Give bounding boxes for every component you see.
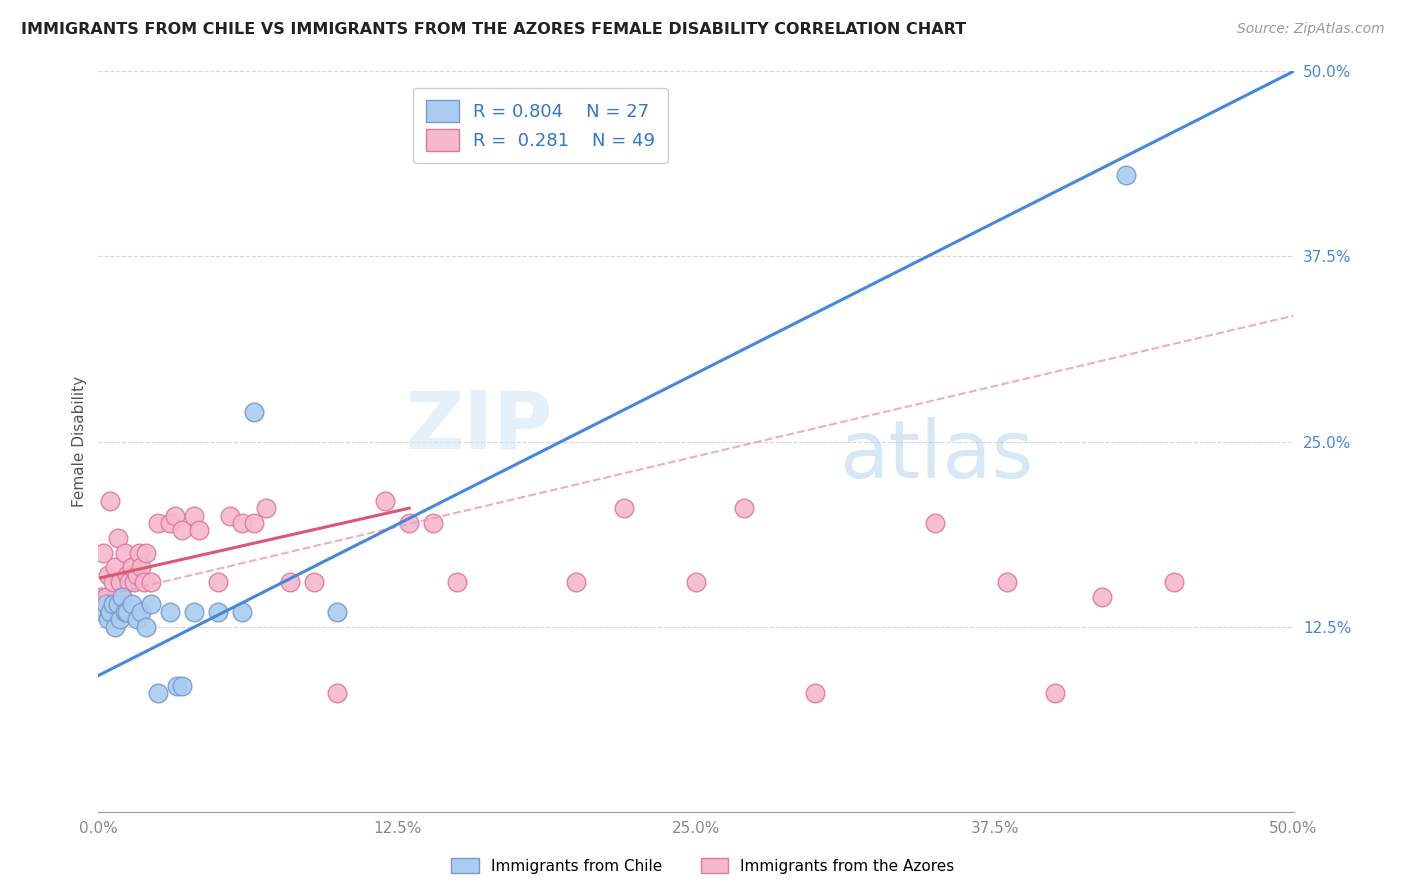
- Point: [94, 590, 117, 604]
- Point: [278, 575, 301, 590]
- Point: [422, 516, 444, 530]
- Point: [139, 575, 162, 590]
- Point: [101, 575, 124, 590]
- Point: [131, 560, 153, 574]
- Point: [111, 590, 134, 604]
- Point: [104, 619, 127, 633]
- Point: [97, 612, 120, 626]
- Point: [135, 619, 157, 633]
- Point: [254, 501, 277, 516]
- Point: [231, 516, 253, 530]
- Point: [91, 546, 114, 560]
- Point: [94, 598, 117, 612]
- Point: [107, 531, 129, 545]
- Point: [326, 605, 349, 619]
- Point: [148, 686, 170, 700]
- Legend: R = 0.804    N = 27, R =  0.281    N = 49: R = 0.804 N = 27, R = 0.281 N = 49: [413, 87, 668, 163]
- Point: [1115, 168, 1137, 182]
- Text: Source: ZipAtlas.com: Source: ZipAtlas.com: [1237, 22, 1385, 37]
- Point: [118, 575, 141, 590]
- Point: [131, 605, 153, 619]
- Point: [374, 493, 396, 508]
- Point: [172, 524, 194, 538]
- Point: [132, 575, 155, 590]
- Point: [111, 590, 134, 604]
- Point: [98, 605, 122, 619]
- Point: [163, 508, 186, 523]
- Legend: Immigrants from Chile, Immigrants from the Azores: Immigrants from Chile, Immigrants from t…: [446, 852, 960, 880]
- Point: [1091, 590, 1114, 604]
- Point: [90, 590, 112, 604]
- Point: [125, 567, 148, 582]
- Point: [166, 679, 188, 693]
- Point: [159, 605, 181, 619]
- Point: [1163, 575, 1185, 590]
- Text: ZIP: ZIP: [405, 388, 553, 466]
- Point: [183, 508, 205, 523]
- Point: [446, 575, 468, 590]
- Point: [924, 516, 946, 530]
- Point: [104, 560, 127, 574]
- Point: [207, 575, 229, 590]
- Y-axis label: Female Disability: Female Disability: [72, 376, 87, 508]
- Text: atlas: atlas: [839, 417, 1033, 495]
- Point: [108, 575, 131, 590]
- Point: [995, 575, 1018, 590]
- Point: [398, 516, 420, 530]
- Point: [114, 605, 136, 619]
- Point: [1043, 686, 1066, 700]
- Point: [685, 575, 707, 590]
- Point: [98, 493, 122, 508]
- Point: [183, 605, 205, 619]
- Point: [108, 612, 131, 626]
- Point: [128, 546, 150, 560]
- Point: [243, 405, 266, 419]
- Point: [733, 501, 755, 516]
- Point: [565, 575, 588, 590]
- Point: [172, 679, 194, 693]
- Point: [804, 686, 827, 700]
- Point: [243, 516, 266, 530]
- Point: [115, 567, 138, 582]
- Point: [159, 516, 181, 530]
- Point: [115, 605, 138, 619]
- Text: IMMIGRANTS FROM CHILE VS IMMIGRANTS FROM THE AZORES FEMALE DISABILITY CORRELATIO: IMMIGRANTS FROM CHILE VS IMMIGRANTS FROM…: [21, 22, 966, 37]
- Point: [302, 575, 325, 590]
- Point: [148, 516, 170, 530]
- Point: [326, 686, 349, 700]
- Point: [91, 605, 114, 619]
- Point: [107, 598, 129, 612]
- Point: [114, 546, 136, 560]
- Point: [101, 598, 124, 612]
- Point: [121, 598, 143, 612]
- Point: [207, 605, 229, 619]
- Point: [97, 567, 120, 582]
- Point: [187, 524, 209, 538]
- Point: [139, 598, 162, 612]
- Point: [219, 508, 242, 523]
- Point: [121, 560, 143, 574]
- Point: [135, 546, 157, 560]
- Point: [125, 612, 148, 626]
- Point: [231, 605, 253, 619]
- Point: [613, 501, 636, 516]
- Point: [124, 575, 146, 590]
